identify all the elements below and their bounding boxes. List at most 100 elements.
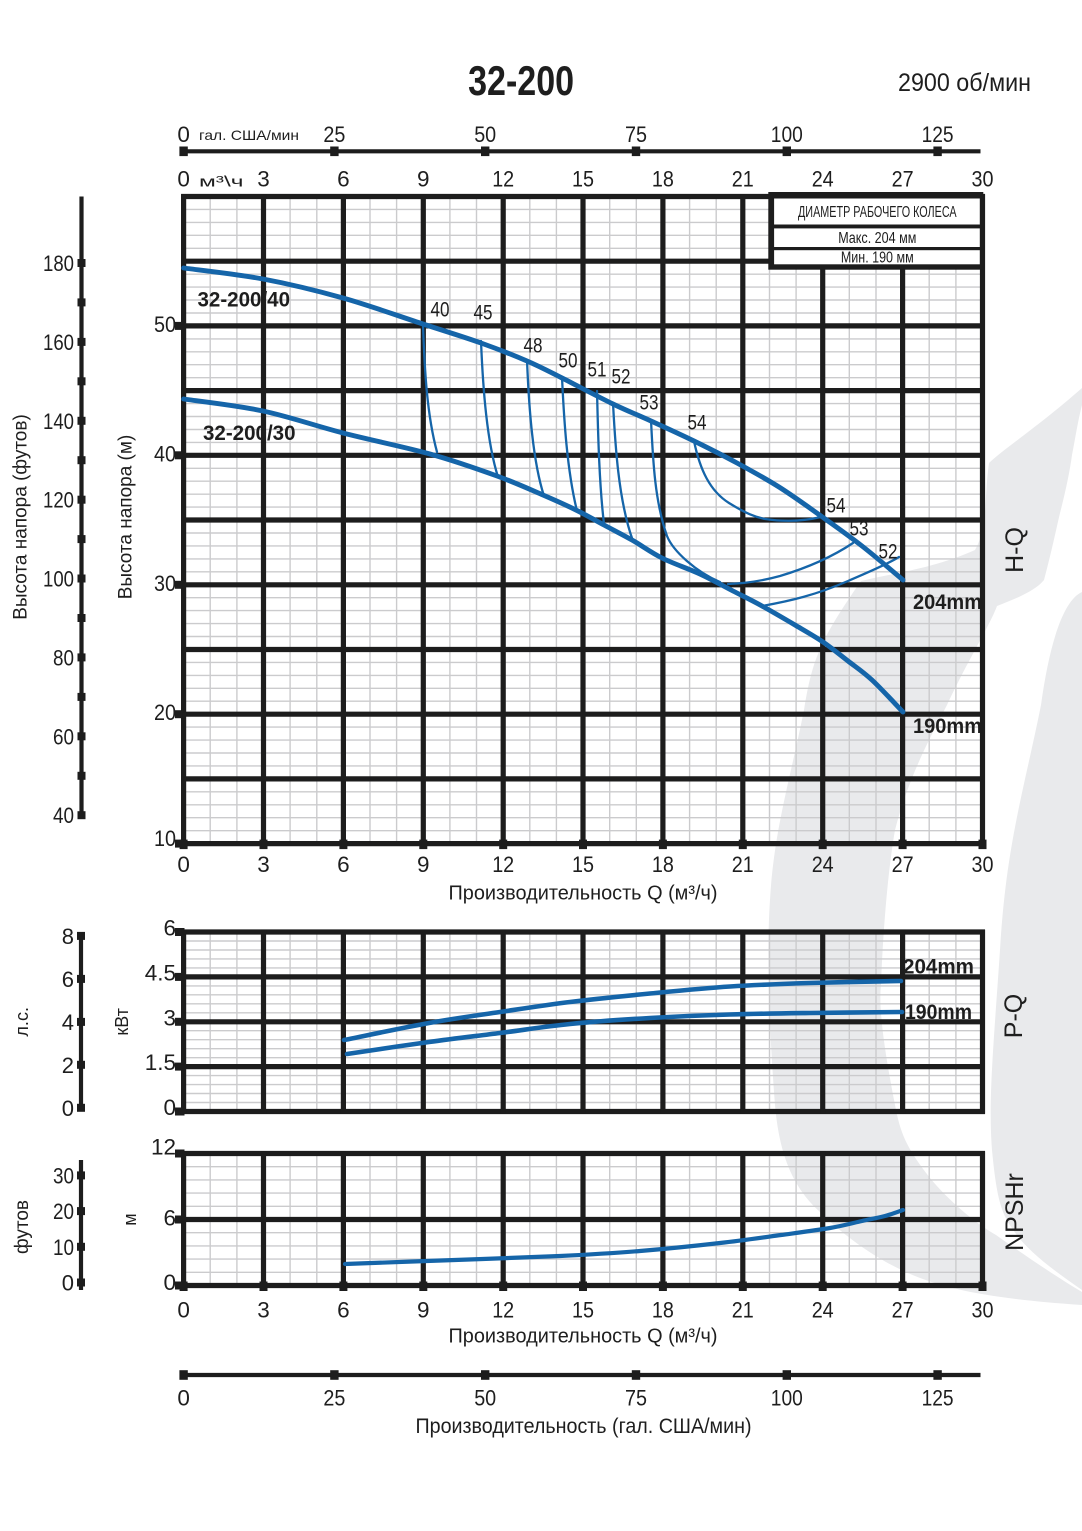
svg-text:4: 4 (62, 1010, 74, 1035)
svg-text:32-200/30: 32-200/30 (203, 422, 296, 445)
svg-text:3: 3 (257, 167, 270, 192)
svg-text:51: 51 (588, 359, 607, 382)
svg-text:10: 10 (53, 1235, 74, 1260)
svg-text:204mm: 204mm (903, 956, 974, 979)
svg-text:Производительность (гал. США/м: Производительность (гал. США/мин) (416, 1415, 752, 1438)
svg-text:53: 53 (850, 518, 869, 541)
svg-text:15: 15 (572, 167, 594, 192)
svg-text:6: 6 (62, 967, 74, 992)
svg-text:54: 54 (688, 412, 707, 435)
svg-text:NPSHr: NPSHr (1001, 1173, 1029, 1251)
svg-text:52: 52 (879, 541, 898, 564)
svg-text:6: 6 (337, 852, 350, 877)
svg-text:40: 40 (154, 441, 176, 466)
svg-text:л.с.: л.с. (12, 1007, 32, 1037)
svg-text:0: 0 (177, 1385, 190, 1410)
svg-text:Производительность Q (м³/ч): Производительность Q (м³/ч) (449, 881, 718, 904)
svg-text:0: 0 (177, 122, 190, 147)
svg-text:60: 60 (53, 724, 74, 749)
svg-text:9: 9 (417, 1297, 430, 1322)
svg-text:3: 3 (257, 1297, 270, 1322)
svg-text:24: 24 (812, 852, 834, 877)
svg-text:32-200: 32-200 (468, 57, 574, 104)
svg-text:12: 12 (492, 852, 514, 877)
svg-text:204mm: 204mm (913, 591, 982, 614)
svg-text:0: 0 (177, 167, 190, 192)
svg-text:25: 25 (323, 1385, 345, 1410)
svg-text:P-Q: P-Q (1000, 994, 1028, 1038)
svg-text:75: 75 (625, 122, 647, 147)
svg-text:0: 0 (62, 1271, 74, 1296)
svg-text:27: 27 (892, 167, 914, 192)
svg-text:100: 100 (43, 567, 74, 592)
svg-text:100: 100 (771, 1385, 803, 1410)
svg-text:53: 53 (640, 392, 659, 415)
svg-text:6: 6 (163, 916, 176, 941)
svg-text:0: 0 (163, 1095, 176, 1120)
svg-text:4.5: 4.5 (145, 960, 176, 985)
svg-text:54: 54 (827, 495, 846, 518)
svg-text:м³\ч: м³\ч (199, 174, 244, 191)
svg-text:27: 27 (892, 1297, 914, 1322)
svg-text:12: 12 (151, 1135, 176, 1160)
svg-text:140: 140 (43, 409, 74, 434)
svg-text:52: 52 (612, 366, 631, 389)
svg-text:3: 3 (163, 1005, 176, 1030)
svg-text:30: 30 (972, 852, 994, 877)
svg-text:18: 18 (652, 1297, 674, 1322)
svg-text:30: 30 (154, 571, 176, 596)
svg-text:45: 45 (474, 302, 493, 325)
svg-text:2: 2 (62, 1053, 74, 1078)
svg-text:0: 0 (163, 1270, 176, 1295)
svg-text:50: 50 (474, 1385, 496, 1410)
svg-text:50: 50 (154, 312, 176, 337)
svg-text:9: 9 (417, 167, 430, 192)
svg-text:40: 40 (53, 803, 74, 828)
svg-text:190mm: 190mm (905, 1001, 972, 1024)
svg-text:0: 0 (177, 852, 190, 877)
svg-text:24: 24 (812, 167, 834, 192)
svg-text:18: 18 (652, 167, 674, 192)
svg-text:21: 21 (732, 167, 754, 192)
svg-text:H-Q: H-Q (1001, 527, 1029, 573)
svg-text:6: 6 (337, 167, 350, 192)
svg-text:футов: футов (12, 1200, 33, 1254)
svg-text:27: 27 (892, 852, 914, 877)
svg-text:20: 20 (53, 1199, 74, 1224)
svg-text:48: 48 (524, 335, 543, 358)
svg-text:32-200/40: 32-200/40 (198, 289, 291, 312)
svg-text:Высота напора (м): Высота напора (м) (116, 435, 137, 600)
svg-text:50: 50 (559, 350, 578, 373)
svg-text:120: 120 (43, 488, 74, 513)
svg-text:18: 18 (652, 852, 674, 877)
svg-text:ДИАМЕТР РАБОЧЕГО КОЛЕСА: ДИАМЕТР РАБОЧЕГО КОЛЕСА (798, 204, 957, 221)
svg-text:Производительность Q (м³/ч): Производительность Q (м³/ч) (449, 1324, 718, 1347)
svg-text:190mm: 190mm (913, 715, 982, 738)
svg-text:0: 0 (177, 1297, 190, 1322)
svg-text:20: 20 (154, 700, 176, 725)
svg-text:50: 50 (474, 122, 496, 147)
svg-text:80: 80 (53, 645, 74, 670)
svg-text:0: 0 (62, 1096, 74, 1121)
svg-text:24: 24 (812, 1297, 834, 1322)
svg-text:160: 160 (43, 330, 74, 355)
svg-text:21: 21 (732, 1297, 754, 1322)
svg-text:9: 9 (417, 852, 430, 877)
svg-text:Мин. 190 мм: Мин. 190 мм (841, 250, 914, 267)
svg-text:6: 6 (337, 1297, 350, 1322)
svg-text:3: 3 (257, 852, 270, 877)
svg-text:12: 12 (492, 167, 514, 192)
svg-text:10: 10 (154, 826, 176, 851)
svg-text:75: 75 (625, 1385, 647, 1410)
svg-text:1.5: 1.5 (145, 1050, 176, 1075)
svg-text:Макс. 204 мм: Макс. 204 мм (838, 230, 916, 247)
svg-text:Высота напора (футов): Высота напора (футов) (11, 414, 32, 620)
svg-text:2900 об/мин: 2900 об/мин (898, 69, 1031, 97)
svg-text:30: 30 (972, 1297, 994, 1322)
svg-text:100: 100 (771, 122, 803, 147)
svg-text:30: 30 (972, 167, 994, 192)
svg-text:125: 125 (922, 1385, 954, 1410)
svg-text:м: м (120, 1213, 140, 1225)
svg-text:гал. США/мин: гал. США/мин (199, 127, 299, 143)
svg-text:40: 40 (431, 299, 450, 322)
